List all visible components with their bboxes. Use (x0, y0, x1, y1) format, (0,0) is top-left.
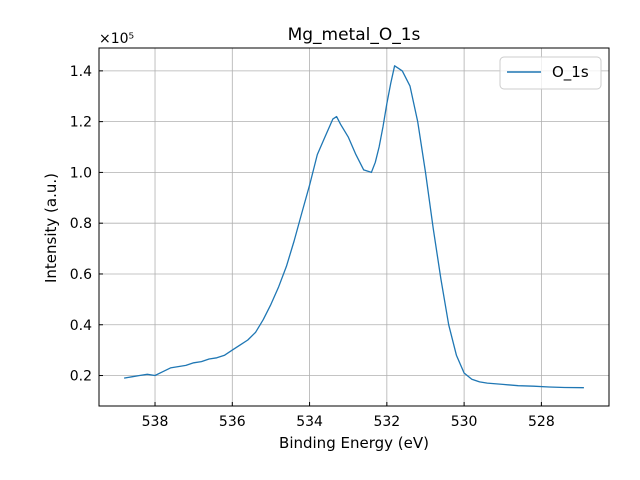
chart-title: Mg_metal_O_1s (288, 25, 421, 45)
legend-box (499, 56, 602, 90)
x-tick-label: 534 (296, 414, 323, 430)
axis-ticks: 538 536 534 532 530 528 0.2 0.4 0.6 0.8 1.0 1.2 1.4 (70, 64, 555, 430)
x-tick-label: 538 (142, 414, 169, 430)
x-tick-label: 536 (219, 414, 246, 430)
legend-label: O_1s (552, 63, 589, 82)
x-axis-label: Binding Energy (eV) (279, 434, 429, 452)
y-axis-label: Intensity (a.u.) (42, 173, 60, 283)
y-tick-label: 1.0 (70, 165, 92, 181)
y-tick-label: 0.4 (70, 318, 92, 334)
series-line-o-1s (123, 65, 584, 389)
series-layer (123, 65, 584, 389)
legend: O_1s (499, 56, 602, 90)
y-tick-label: 1.2 (70, 115, 92, 131)
y-tick-label: 1.4 (70, 64, 92, 80)
grid (99, 48, 609, 406)
y-tick-label: 0.8 (70, 216, 92, 232)
plot-frame (98, 47, 610, 407)
y-tick-label: 0.6 (70, 267, 92, 283)
x-tick-label: 528 (528, 414, 555, 430)
y-multiplier-label: ×10⁵ (99, 31, 134, 47)
y-tick-label: 0.2 (70, 369, 92, 385)
x-tick-label: 532 (373, 414, 400, 430)
x-tick-label: 530 (451, 414, 478, 430)
